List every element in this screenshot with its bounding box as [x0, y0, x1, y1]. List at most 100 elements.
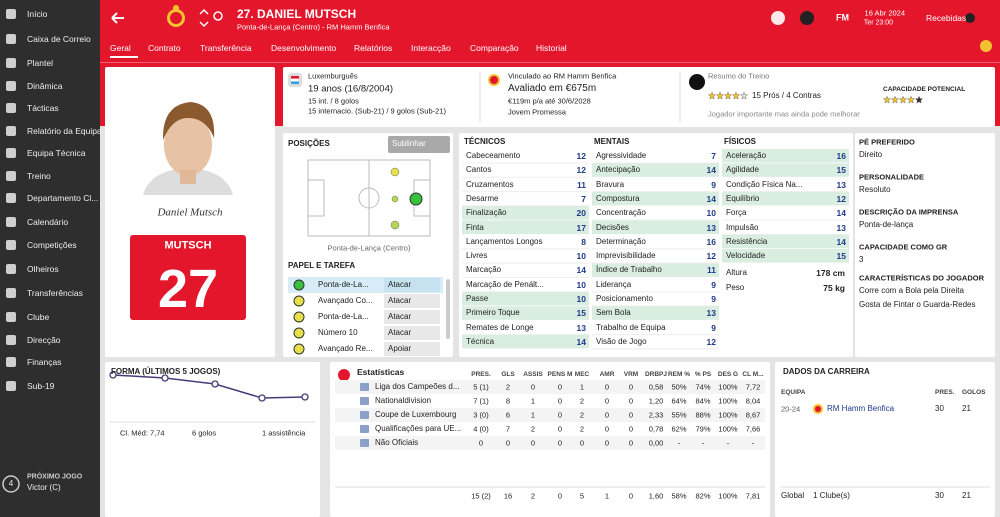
star — [723, 91, 733, 100]
sidebar-item[interactable]: Plantel — [27, 57, 53, 68]
stats-row-bg — [335, 408, 765, 422]
sidebar-icon — [6, 264, 16, 274]
inbox[interactable]: Recebidas — [926, 12, 967, 23]
sidebar-item[interactable]: Olheiros — [27, 263, 59, 274]
tab[interactable]: Relatórios — [354, 42, 393, 53]
duty-dropdown[interactable] — [384, 310, 440, 324]
sidebar-icon — [6, 9, 16, 19]
duty-dropdown[interactable] — [384, 342, 440, 356]
stats-icon — [338, 369, 350, 381]
duty-dropdown[interactable] — [384, 294, 440, 308]
stats-row-bg — [335, 380, 765, 394]
sidebar-item[interactable]: Calendário — [27, 216, 69, 227]
flag — [291, 81, 299, 85]
sidebar-icon — [6, 381, 16, 391]
star — [739, 91, 749, 100]
section-title: POSIÇÕES — [288, 139, 330, 148]
tab[interactable]: Interacção — [411, 42, 451, 53]
sidebar-item[interactable]: Competições — [27, 239, 77, 250]
tab[interactable]: Geral — [110, 42, 131, 53]
competition-icon — [360, 411, 369, 419]
sidebar-item[interactable]: Dinâmica — [27, 80, 63, 91]
duty-dropdown[interactable] — [384, 326, 440, 340]
stats-cell: 2 — [579, 396, 585, 406]
role-duty[interactable]: Apoiar — [388, 344, 412, 353]
sidebar-item[interactable]: Equipa Técnica — [27, 147, 86, 158]
attribute-highlight — [722, 191, 849, 206]
competition-name: Qualificações para UE... — [375, 424, 462, 433]
highlight-button-label[interactable]: Sublinhar — [392, 139, 426, 148]
info-wage: €119m p/a até 30/6/2028 — [508, 96, 591, 106]
sidebar-item[interactable]: Caixa de Correio — [27, 33, 91, 44]
role-duty[interactable]: Atacar — [388, 328, 412, 337]
attribute-value: 13 — [836, 222, 846, 233]
stats-cell: 1,20 — [648, 396, 664, 406]
role-duty[interactable]: Atacar — [388, 280, 412, 289]
star — [906, 95, 916, 104]
sidebar-item[interactable]: Relatório da Equipa — [27, 125, 102, 136]
player-switch[interactable] — [199, 8, 209, 28]
sidebar-item[interactable]: Tácticas — [27, 102, 59, 113]
sidebar-item[interactable]: Transferências — [27, 287, 83, 298]
sidebar-item[interactable]: Clube — [27, 311, 50, 322]
stats-cell: 0 — [530, 438, 536, 448]
attribute-name: Equilíbrio — [726, 193, 760, 203]
stats-cell: 0 — [628, 396, 634, 406]
stats-row-bg — [335, 436, 765, 450]
stats-cell: 2,33 — [648, 410, 664, 420]
detail-label: CARACTERÍSTICAS DO JOGADOR — [859, 273, 985, 283]
stats-column: GLS — [501, 370, 515, 378]
highlight-button[interactable] — [388, 136, 450, 153]
next-match-opponent[interactable]: Victor (C) — [27, 483, 61, 492]
role-duty[interactable]: Atacar — [388, 312, 412, 321]
duty-dropdown[interactable] — [384, 278, 440, 292]
sidebar-icon — [6, 193, 16, 203]
stats-cell: 0 — [530, 382, 536, 392]
stats-cell: 0 — [604, 410, 610, 420]
help-icon[interactable] — [800, 11, 814, 25]
attribute-name: Sem Bola — [596, 308, 631, 318]
sidebar-item[interactable]: Departamento Cl... — [27, 192, 99, 203]
info-value: Avaliado em €675m — [508, 83, 597, 94]
stats-cell: 8,04 — [745, 396, 761, 406]
search-icon[interactable] — [213, 11, 223, 21]
attribute-value: 14 — [576, 265, 586, 276]
sidebar-item[interactable]: Finanças — [27, 356, 62, 367]
attribute-name: Cantos — [466, 165, 492, 175]
sidebar-item[interactable]: Início — [27, 8, 48, 19]
stats-cell: 8,67 — [745, 410, 761, 420]
stats-cell: 3 (0) — [473, 410, 489, 420]
career-club[interactable]: RM Hamm Benfica — [827, 404, 895, 413]
sidebar-item[interactable]: Sub-19 — [27, 380, 55, 391]
tab[interactable]: Contrato — [148, 42, 181, 53]
stats-cell: 7 (1) — [473, 396, 489, 406]
tab[interactable]: Historial — [536, 42, 567, 53]
detail-label: PERSONALIDADE — [859, 172, 925, 182]
stats-cell: 0 — [628, 438, 634, 448]
tab[interactable]: Desenvolvimento — [271, 42, 337, 53]
tab[interactable]: Transferência — [200, 42, 252, 53]
attribute-group-title: MENTAIS — [594, 137, 630, 146]
detail-label: PÉ PREFERIDO — [859, 137, 915, 147]
competition-name: Coupe de Luxembourg — [375, 410, 457, 419]
alert-icon[interactable] — [980, 40, 992, 52]
inbox-arrow[interactable] — [965, 13, 975, 23]
role-name: Avançado Re... — [318, 344, 373, 353]
attribute-value: 15 — [836, 250, 846, 261]
attribute-name: Técnica — [466, 336, 495, 346]
next-match-ring — [2, 475, 20, 493]
role-duty[interactable]: Atacar — [388, 296, 412, 305]
info-age: 19 anos (16/8/2004) — [308, 83, 394, 95]
tab[interactable]: Comparação — [470, 42, 519, 53]
attribute-value: 9 — [711, 279, 716, 290]
star — [715, 91, 725, 100]
back-arrow[interactable] — [111, 12, 124, 24]
club-icon[interactable] — [771, 11, 785, 25]
form-panel — [105, 362, 320, 517]
sidebar-item[interactable]: Direcção — [27, 334, 61, 345]
next-match-days: 4 — [8, 479, 14, 488]
star — [914, 95, 924, 104]
header-divider — [100, 62, 1000, 63]
competition-icon — [360, 439, 369, 447]
sidebar-item[interactable]: Treino — [27, 170, 51, 181]
